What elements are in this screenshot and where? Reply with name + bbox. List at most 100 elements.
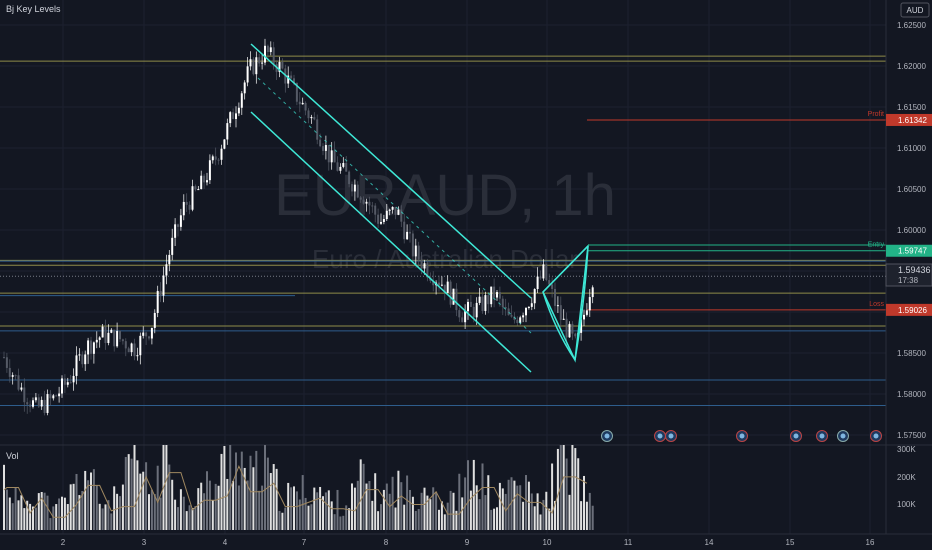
event-icons[interactable] — [601, 430, 882, 442]
candle-body — [443, 284, 446, 293]
triangle-curve-right[interactable] — [574, 245, 589, 361]
triangle-curve[interactable] — [542, 291, 576, 361]
volume-bar — [487, 475, 490, 530]
volume-bar — [380, 504, 382, 530]
triangle-upper-edge[interactable] — [542, 245, 589, 293]
volume-bar — [504, 493, 507, 530]
candle-body — [58, 393, 61, 397]
candle-body — [374, 205, 377, 215]
candle-body — [121, 339, 124, 342]
channel-upper-line[interactable] — [250, 43, 532, 299]
level-name-profit: Profit — [868, 111, 884, 118]
event-icon-dot[interactable] — [604, 433, 610, 439]
event-icon-dot[interactable] — [668, 433, 674, 439]
volume-bar — [551, 463, 554, 530]
volume-bar — [243, 467, 246, 530]
event-icon-dot[interactable] — [819, 433, 825, 439]
event-icon-dot[interactable] — [840, 433, 846, 439]
volume-bar — [348, 508, 351, 530]
candle-body — [525, 308, 527, 316]
candle-body — [391, 206, 394, 210]
volume-bar — [310, 504, 313, 530]
candle-body — [330, 150, 333, 163]
volume-bar — [327, 490, 330, 530]
volume-bar — [104, 504, 107, 530]
candle-body — [530, 303, 533, 307]
channel-lower-line[interactable] — [250, 111, 532, 373]
volume-bar — [52, 506, 55, 530]
volume-bar — [113, 486, 116, 530]
candle-body — [156, 290, 159, 313]
event-icon-dot[interactable] — [873, 433, 879, 439]
candle-body — [55, 395, 58, 397]
candle-body — [397, 209, 400, 215]
event-icon[interactable] — [837, 430, 849, 442]
indicator-label[interactable]: Bj Key Levels — [6, 4, 61, 14]
volume-bar — [562, 445, 565, 530]
volume-bar — [414, 510, 417, 530]
volume-bar — [188, 505, 191, 530]
candle-body — [87, 340, 90, 355]
event-icon[interactable] — [601, 430, 613, 442]
price-tick-label: 1.57500 — [897, 431, 926, 440]
channel-drawings[interactable] — [250, 43, 886, 373]
volume-bar — [519, 485, 522, 530]
candle-body — [119, 330, 121, 340]
time-axis[interactable]: 2 3 4 7 8 9 10 11 14 15 16 — [61, 538, 875, 547]
event-icon[interactable] — [816, 430, 828, 442]
candle-body — [66, 382, 69, 385]
candle-body — [406, 231, 409, 240]
volume-bar — [200, 482, 203, 530]
volume-bar — [133, 445, 136, 530]
volume-bar — [554, 500, 556, 530]
event-icon[interactable] — [736, 430, 748, 442]
candle-body — [507, 308, 510, 316]
event-icon[interactable] — [870, 430, 882, 442]
currency-label[interactable]: AUD — [907, 6, 924, 15]
candle-body — [307, 110, 310, 119]
volume-bar — [440, 501, 443, 530]
volume-bar — [78, 495, 81, 530]
candle-body — [304, 102, 307, 111]
volume-bar — [249, 455, 252, 530]
candle-body — [371, 205, 374, 207]
volume-bar — [281, 512, 284, 530]
candle-body — [113, 329, 116, 347]
volume-bar — [507, 479, 510, 530]
event-icon[interactable] — [790, 430, 802, 442]
event-icon-dot[interactable] — [793, 433, 799, 439]
candle-body — [72, 375, 75, 383]
candle-body — [11, 375, 14, 377]
candle-body — [565, 318, 568, 338]
volume-label[interactable]: Vol — [6, 451, 19, 461]
volume-bar — [191, 508, 194, 530]
time-tick-label: 15 — [786, 538, 795, 547]
candle-body — [583, 314, 585, 320]
candle-body — [84, 354, 87, 365]
candle-body — [168, 254, 171, 265]
candle-body — [211, 156, 214, 161]
event-icon-dot[interactable] — [657, 433, 663, 439]
currency-box[interactable] — [900, 2, 930, 18]
volume-bar — [37, 493, 40, 530]
event-icon-dot[interactable] — [739, 433, 745, 439]
volume-bar — [548, 508, 551, 530]
symbol-watermark: EURAUD, 1h — [274, 163, 616, 228]
price-tick-label: 1.60500 — [897, 185, 926, 194]
event-icon[interactable] — [665, 430, 677, 442]
candle-body — [34, 397, 37, 401]
candle-body — [52, 395, 55, 399]
candle-body — [8, 367, 11, 377]
volume-bar — [342, 515, 345, 530]
event-icon[interactable] — [654, 430, 666, 442]
candle-body — [290, 75, 293, 79]
candle-body — [107, 332, 110, 344]
candle-body — [162, 275, 165, 296]
volume-bars — [3, 445, 594, 530]
candle-body — [310, 116, 313, 119]
volume-bar — [556, 448, 559, 530]
volume-bar — [177, 507, 179, 530]
volume-bar — [307, 505, 310, 530]
